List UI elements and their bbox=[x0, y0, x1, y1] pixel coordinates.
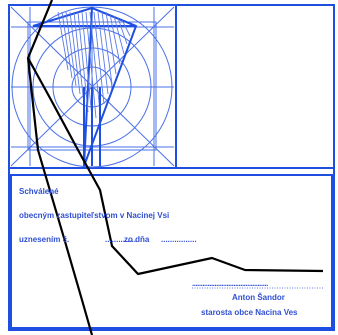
date-label: zo dňa bbox=[124, 235, 150, 244]
signatory-name: Anton Šandor bbox=[232, 293, 285, 302]
triangle-hatch-icon bbox=[32, 6, 138, 167]
resolution-number-placeholder: .............. bbox=[105, 235, 137, 244]
signatory-title: starosta obce Nacina Ves bbox=[201, 308, 298, 317]
approval-heading: Schválené bbox=[19, 187, 59, 196]
boundary-polyline-icon bbox=[26, 0, 324, 276]
approval-council-line: obecným zastupiteľstvom v Nacinej Vsi bbox=[19, 211, 170, 220]
boundary-polyline-secondary-icon bbox=[26, 57, 94, 335]
approval-box bbox=[10, 174, 333, 329]
signature-line: ........................................… bbox=[192, 279, 268, 288]
resolution-label: uznesením č. bbox=[19, 235, 70, 244]
date-placeholder: ................ bbox=[161, 235, 197, 244]
